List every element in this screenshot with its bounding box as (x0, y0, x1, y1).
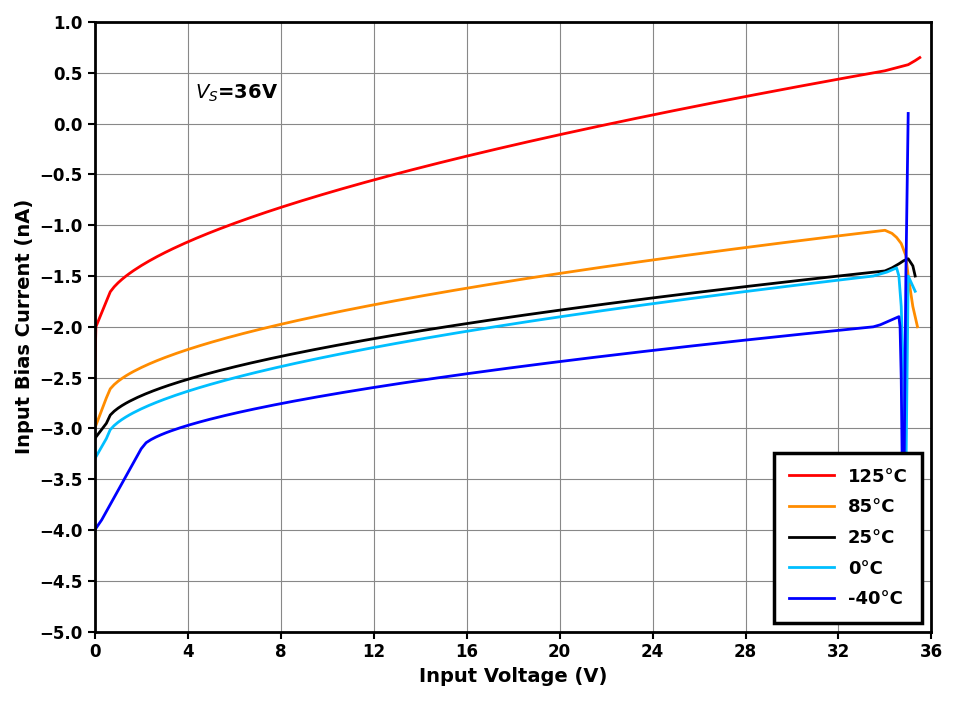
125°C (308, 193, 319, 201)
-40°C (425, 374, 437, 383)
0°C (594, 307, 605, 315)
85°C (664, 254, 675, 262)
25°C (312, 345, 324, 353)
Y-axis label: Input Bias Current (nA): Input Bias Current (nA) (15, 199, 34, 454)
0°C (127, 409, 139, 417)
0°C (139, 403, 150, 411)
-40°C (89, 526, 101, 534)
0°C (521, 318, 533, 326)
125°C (711, 98, 722, 107)
-40°C (755, 334, 766, 343)
85°C (414, 292, 425, 301)
125°C (914, 53, 925, 62)
25°C (300, 347, 311, 355)
0°C (901, 475, 912, 484)
125°C (902, 60, 914, 69)
0°C (251, 368, 262, 376)
85°C (912, 322, 924, 331)
Line: 25°C: 25°C (95, 259, 915, 439)
125°C (833, 75, 844, 83)
-40°C (190, 419, 201, 428)
25°C (909, 272, 921, 280)
25°C (89, 435, 101, 443)
85°C (829, 232, 840, 240)
85°C (363, 301, 375, 310)
25°C (762, 280, 773, 288)
125°C (167, 245, 178, 253)
25°C (351, 337, 362, 346)
-40°C (902, 109, 914, 118)
-40°C (455, 370, 467, 379)
0°C (909, 287, 921, 295)
85°C (171, 349, 183, 358)
85°C (879, 226, 891, 235)
85°C (249, 326, 261, 334)
125°C (89, 374, 101, 382)
0°C (891, 264, 902, 272)
Line: 85°C: 85°C (95, 231, 918, 428)
0°C (89, 455, 101, 463)
Line: 0°C: 0°C (95, 268, 915, 479)
-40°C (895, 322, 906, 331)
X-axis label: Input Voltage (V): Input Voltage (V) (419, 667, 607, 686)
Legend: 125°C, 85°C, 25°C, 0°C, -40°C: 125°C, 85°C, 25°C, 0°C, -40°C (774, 453, 923, 622)
25°C (902, 254, 914, 263)
25°C (316, 344, 328, 353)
Line: -40°C: -40°C (95, 114, 908, 530)
Text: $V_S$=36V: $V_S$=36V (195, 83, 278, 104)
-40°C (534, 360, 545, 368)
85°C (89, 424, 101, 433)
Line: 125°C: 125°C (95, 57, 920, 378)
0°C (899, 424, 910, 433)
125°C (731, 94, 742, 102)
25°C (249, 358, 261, 366)
